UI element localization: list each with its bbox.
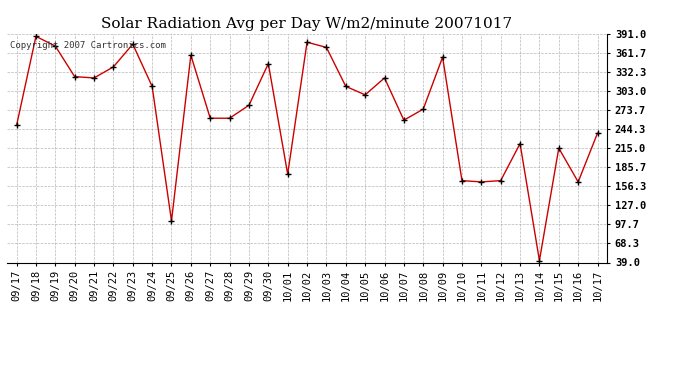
Title: Solar Radiation Avg per Day W/m2/minute 20071017: Solar Radiation Avg per Day W/m2/minute …	[101, 17, 513, 31]
Text: Copyright 2007 Cartronics.com: Copyright 2007 Cartronics.com	[10, 40, 166, 50]
